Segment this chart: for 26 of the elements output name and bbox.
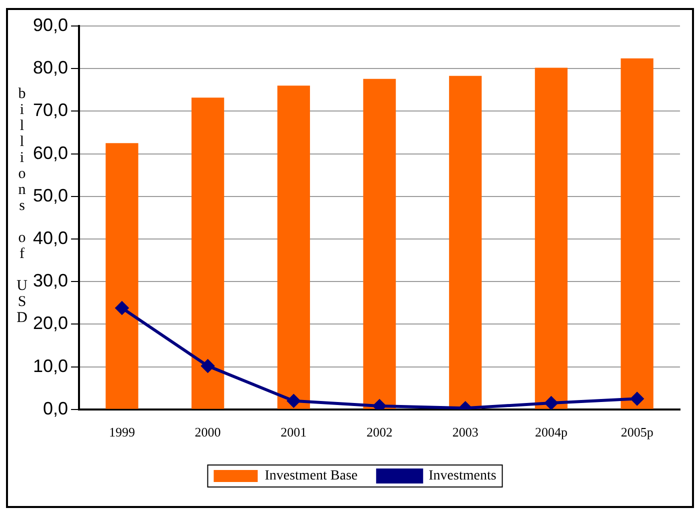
- x-tick-label: 2003: [452, 424, 478, 440]
- y-tick-label: 90,0: [32, 14, 68, 35]
- y-tick-label: 20,0: [32, 313, 68, 334]
- y-tick-label: 40,0: [32, 228, 68, 248]
- x-tick-label: 2005p: [620, 424, 654, 440]
- point: [544, 396, 558, 410]
- y-tick-label: 10,0: [32, 356, 68, 376]
- y-tick-label: 60,0: [32, 142, 68, 163]
- y-tick-label: 50,0: [32, 185, 68, 206]
- y-tick-label: 30,0: [32, 270, 68, 291]
- point: [287, 394, 300, 408]
- y-tick-label: 0,0: [43, 398, 68, 418]
- y-tick-label: 70,0: [32, 100, 68, 120]
- x-tick-label: 2000: [194, 424, 221, 440]
- legend-label: Investment Base: [264, 468, 358, 484]
- x-tick-label: 1999: [108, 424, 135, 440]
- point: [373, 399, 386, 410]
- x-tick-label: 2004p: [534, 424, 568, 440]
- point: [115, 302, 128, 315]
- x-tick-label: 2001: [280, 424, 307, 440]
- legend-label: Investments: [428, 468, 496, 484]
- y-tick-label: 80,0: [32, 58, 68, 78]
- point: [201, 359, 214, 372]
- y-axis-title: billions of USD: [14, 86, 30, 326]
- x-tick-label: 2002: [366, 424, 393, 440]
- point: [630, 392, 644, 406]
